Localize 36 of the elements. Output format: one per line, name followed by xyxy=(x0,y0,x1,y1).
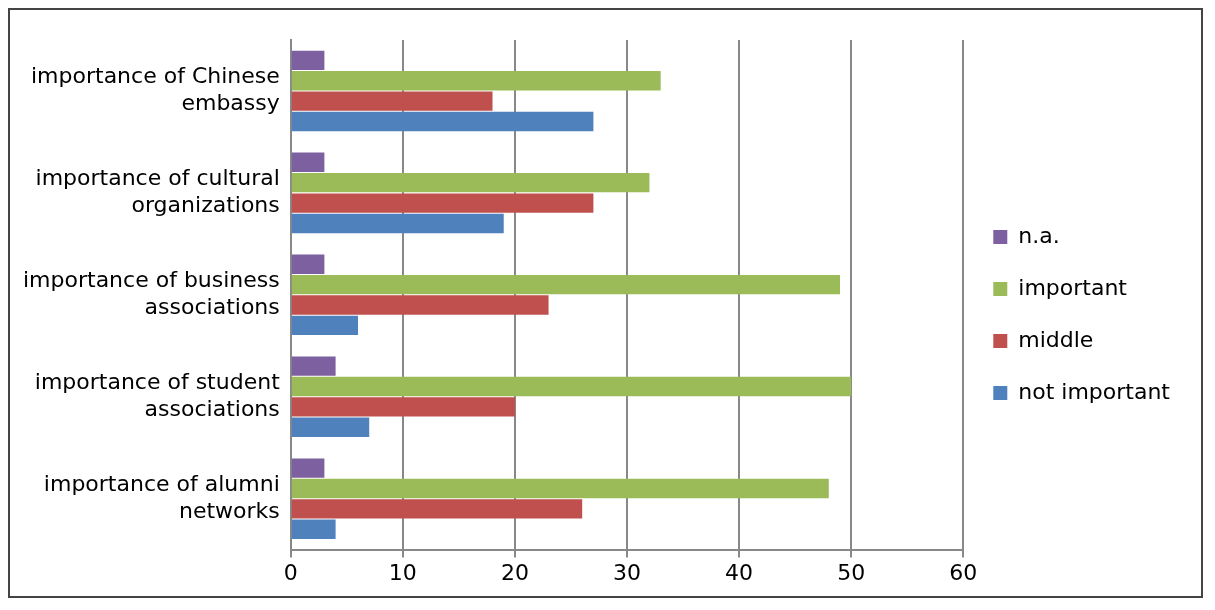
bar xyxy=(291,91,493,111)
bar xyxy=(291,50,325,71)
y-tick-label: importance of Chinese embassy xyxy=(30,63,280,115)
x-tick-label: 0 xyxy=(283,559,298,585)
bar xyxy=(291,152,325,172)
bar xyxy=(291,499,583,519)
bar xyxy=(291,193,594,213)
bar xyxy=(291,254,325,274)
bar xyxy=(291,458,325,478)
legend-label: n.a. xyxy=(1018,222,1060,248)
legend-label: not important xyxy=(1018,378,1171,404)
bar xyxy=(291,417,370,437)
x-tick-label: 20 xyxy=(500,559,529,585)
y-tick-label: importance of business associations xyxy=(22,267,280,319)
y-tick-label: importance of alumni networks xyxy=(43,471,280,523)
bar xyxy=(291,315,359,336)
bar xyxy=(291,519,336,539)
x-tick-label: 10 xyxy=(388,559,417,585)
x-tick-label: 60 xyxy=(949,559,978,585)
bar xyxy=(291,478,829,499)
bar xyxy=(291,376,852,397)
x-tick-label: 50 xyxy=(837,559,866,585)
legend-label: middle xyxy=(1018,326,1094,352)
bar xyxy=(291,173,650,193)
y-tick-label: importance of cultural organizations xyxy=(35,165,280,217)
bar xyxy=(291,274,840,295)
y-tick-label: importance of student associations xyxy=(34,369,281,421)
x-tick-label: 40 xyxy=(725,559,754,585)
x-tick-label: 30 xyxy=(613,559,642,585)
bar xyxy=(291,295,549,315)
bar xyxy=(291,397,515,417)
bar xyxy=(291,213,504,234)
bar xyxy=(291,356,336,376)
legend-label: important xyxy=(1018,274,1128,300)
bar xyxy=(291,111,594,132)
bar xyxy=(291,71,661,91)
